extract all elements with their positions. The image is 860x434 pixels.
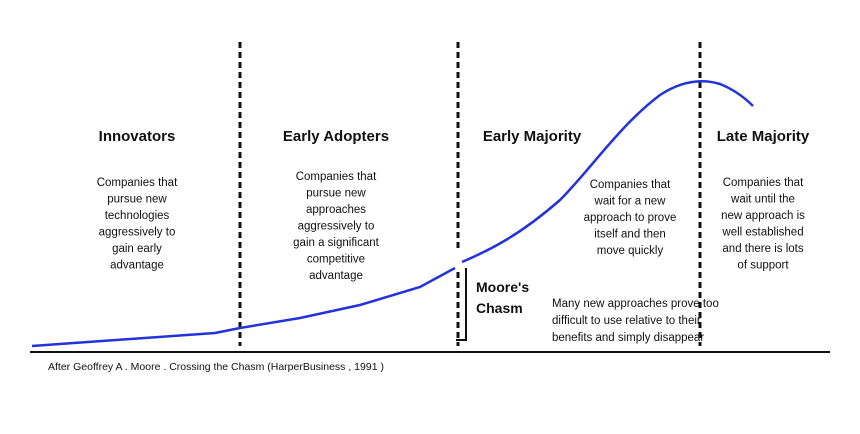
segment-description: gain early [112, 243, 162, 255]
segment-description: competitive [307, 254, 365, 266]
segment-description: of support [737, 260, 789, 272]
segment-description: gain a significant [293, 237, 379, 249]
segment-description: and there is lots [722, 243, 803, 255]
segment-description: wait for a new [594, 196, 667, 208]
chasm-note: difficult to use relative to their [552, 315, 701, 327]
chasm-note: benefits and simply disappear [552, 332, 704, 344]
adoption-curve [461, 80, 754, 264]
segment-description: Companies that [97, 177, 178, 189]
citation: After Geoffrey A . Moore . Crossing the … [48, 361, 384, 373]
segment-description: advantage [110, 260, 164, 272]
segment-description: Companies that [590, 179, 671, 191]
chasm-bracket [456, 268, 467, 341]
segment-description: aggressively to [298, 221, 375, 233]
segment-description: itself and then [594, 229, 666, 241]
segment-description: advantage [309, 270, 363, 282]
chasm-note: Many new approaches prove too [552, 298, 719, 310]
segment-title: Innovators [99, 128, 176, 145]
segment-description: technologies [105, 210, 170, 222]
segment-description: Companies that [296, 171, 377, 183]
segment-description: approach to prove [584, 212, 677, 224]
segment-title: Early Majority [483, 128, 582, 145]
segment-description: well established [721, 227, 803, 239]
segment-description: approaches [306, 204, 366, 216]
segment-title: Early Adopters [283, 128, 389, 145]
segment-description: pursue new [107, 194, 167, 206]
segment-description: move quickly [597, 245, 664, 257]
chasm-label: Chasm [476, 300, 523, 316]
adoption-curve [31, 266, 456, 348]
dividers [238, 42, 702, 346]
chasm-label: Moore's [476, 279, 529, 295]
segment-description: aggressively to [99, 227, 176, 239]
segment-title: Late Majority [717, 128, 810, 145]
segment-description: Companies that [723, 177, 804, 189]
segment-description: wait until the [730, 194, 795, 206]
segment-description: pursue new [306, 188, 366, 200]
segment-description: new approach is [721, 210, 805, 222]
